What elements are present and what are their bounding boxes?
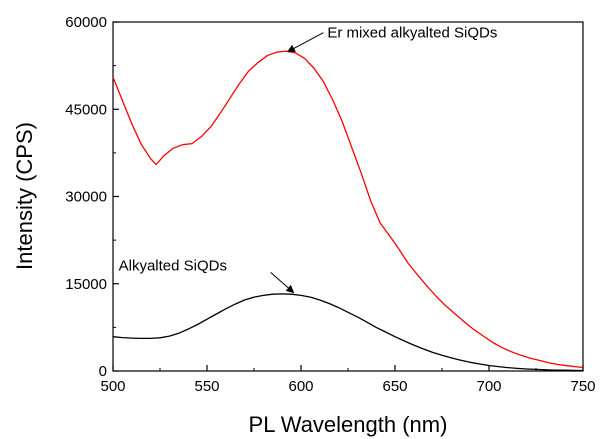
x-tick-label: 750 [570, 378, 595, 395]
y-tick-label: 60000 [65, 14, 107, 31]
series-line-0 [112, 50, 584, 369]
series-layer [112, 50, 584, 372]
x-tick-label: 500 [100, 378, 125, 395]
y-tick-label: 15000 [65, 276, 107, 293]
series-line-1 [112, 293, 584, 372]
y-tick-label: 45000 [65, 101, 107, 118]
x-tick-label: 550 [194, 378, 219, 395]
annotation-label-1: Alkyalted SiQDs [119, 257, 227, 274]
y-tick-label: 30000 [65, 189, 107, 206]
annotation-arrow-0 [286, 32, 324, 53]
annotation-layer: Er mixed alkyalted SiQDs Alkyalted SiQDs [119, 25, 497, 294]
x-tick-label: 650 [382, 378, 407, 395]
y-axis-title: Intensity (CPS) [12, 122, 37, 270]
x-axis-title: PL Wavelength (nm) [249, 412, 448, 437]
y-axis-ticks: 0 15000 30000 45000 60000 [65, 14, 119, 380]
x-tick-label: 600 [288, 378, 313, 395]
annotation-arrow-1 [270, 271, 295, 294]
x-axis-ticks: 500 550 600 650 700 750 [100, 365, 596, 395]
y-tick-label: 0 [99, 363, 107, 380]
plot-frame [112, 21, 584, 372]
x-tick-label: 700 [476, 378, 501, 395]
annotation-label-0: Er mixed alkyalted SiQDs [327, 25, 497, 42]
